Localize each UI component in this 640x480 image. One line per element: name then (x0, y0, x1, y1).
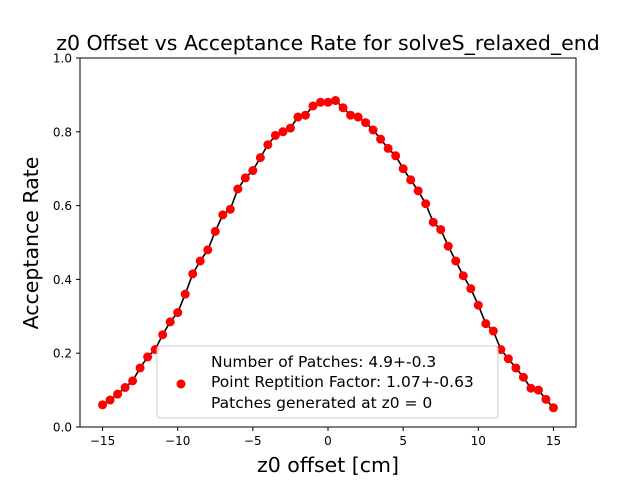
x-axis-label: z0 offset [cm] (257, 453, 399, 477)
data-point (173, 308, 183, 318)
plot-area (98, 95, 558, 413)
data-point (533, 385, 543, 395)
data-point (466, 284, 476, 294)
data-point (353, 112, 363, 122)
data-point (376, 134, 386, 144)
x-tick-label: 10 (471, 434, 486, 448)
chart-title: z0 Offset vs Acceptance Rate for solveS_… (56, 31, 600, 56)
data-point (210, 226, 220, 236)
data-point (511, 363, 521, 373)
y-tick-label: 0.0 (53, 421, 72, 435)
legend: Number of Patches: 4.9+-0.3 Point Reptit… (156, 345, 499, 419)
data-point (323, 97, 333, 107)
data-point (436, 225, 446, 235)
data-point (165, 317, 175, 327)
data-point (346, 110, 356, 120)
x-tick-label: 15 (546, 434, 561, 448)
data-point (451, 256, 461, 266)
data-point (293, 112, 303, 122)
data-point (203, 245, 213, 255)
data-point (368, 125, 378, 135)
y-axis-label: Acceptance Rate (19, 157, 43, 330)
data-point (188, 269, 198, 279)
x-tick-label: 5 (399, 434, 407, 448)
data-point (113, 389, 123, 399)
x-tick-label: 0 (324, 434, 332, 448)
data-point (338, 103, 348, 113)
data-point (98, 400, 108, 410)
data-point (391, 151, 401, 161)
data-point (398, 164, 408, 174)
data-point (225, 204, 235, 214)
data-point (315, 97, 325, 107)
legend-frame (156, 345, 499, 419)
data-point (263, 140, 273, 150)
data-point (383, 143, 393, 153)
data-point (473, 300, 483, 310)
data-point (270, 130, 280, 140)
data-point (285, 123, 295, 133)
data-point (496, 345, 506, 355)
data-point (180, 289, 190, 299)
x-tick-label: −10 (165, 434, 190, 448)
data-point (218, 210, 228, 220)
data-point (481, 319, 491, 329)
data-point (413, 186, 423, 196)
axes: −15 −10 −5 0 5 10 15 0.0 0.2 0.4 0.6 0.8 1.0 (53, 52, 577, 448)
x-tick-label: −5 (244, 434, 262, 448)
data-point (120, 383, 130, 393)
data-point (488, 326, 498, 336)
legend-line-1: Number of Patches: 4.9+-0.3 (211, 353, 436, 371)
data-point (331, 95, 341, 105)
legend-marker (176, 379, 186, 389)
data-point (428, 217, 438, 227)
data-point (128, 376, 138, 386)
y-tick-label: 1.0 (53, 52, 72, 66)
data-point (233, 184, 243, 194)
data-point (255, 153, 265, 163)
data-point (240, 173, 250, 183)
legend-line-3: Patches generated at z0 = 0 (211, 394, 432, 412)
y-tick-label: 0.4 (53, 273, 72, 287)
data-point (278, 127, 288, 137)
x-tick-label: −15 (90, 434, 115, 448)
data-point (526, 383, 536, 393)
data-point (300, 110, 310, 120)
data-point (135, 363, 145, 373)
data-point (195, 256, 205, 266)
data-point (248, 166, 258, 176)
data-point (518, 372, 528, 382)
data-point (503, 354, 513, 364)
data-point (443, 241, 453, 251)
data-point (105, 395, 115, 405)
data-point (143, 352, 153, 362)
y-tick-label: 0.6 (53, 199, 72, 213)
y-tick-label: 0.2 (53, 347, 72, 361)
data-point (421, 199, 431, 209)
y-tick-label: 0.8 (53, 125, 72, 139)
data-point (406, 175, 416, 185)
data-point (541, 394, 551, 404)
data-point (361, 118, 371, 128)
data-point (308, 101, 318, 111)
data-point (458, 271, 468, 281)
legend-line-2: Point Reptition Factor: 1.07+-0.63 (211, 373, 474, 391)
data-point (158, 330, 168, 340)
data-point (548, 403, 558, 413)
